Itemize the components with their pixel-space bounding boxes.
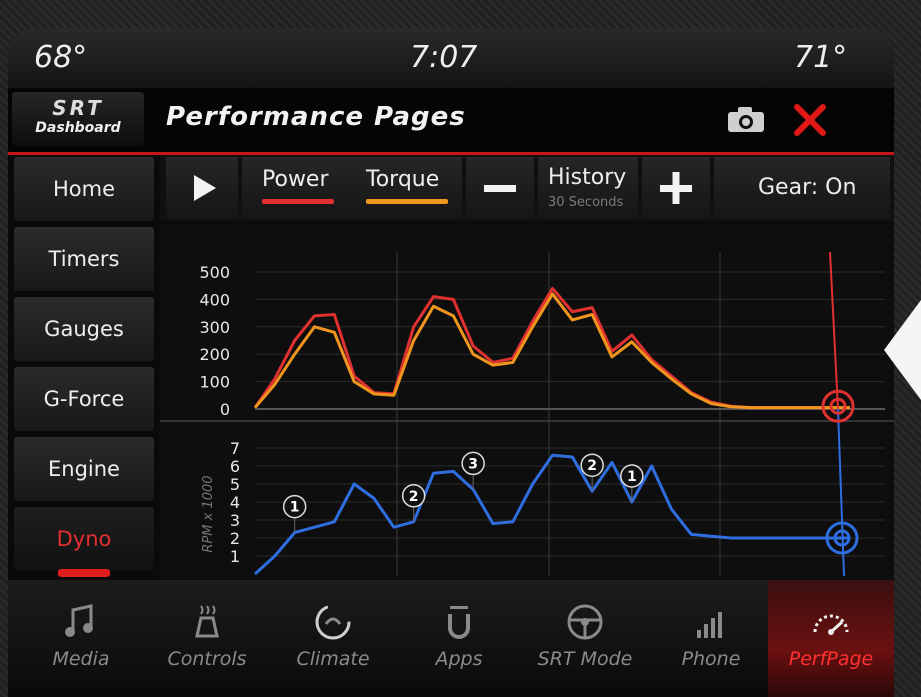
cursor-handle-rpm-outer	[825, 521, 859, 555]
rpm-tick-label: 1	[230, 547, 240, 566]
gear-marker-label: 1	[627, 469, 637, 485]
rpm-tick-label: 7	[230, 439, 240, 458]
history-label: History	[548, 165, 627, 190]
gear-marker-label: 3	[468, 456, 478, 472]
logo-dashboard: Dashboard	[35, 120, 121, 136]
steering-wheel-icon	[567, 604, 603, 640]
dock-apps-label: Apps	[435, 648, 483, 670]
dock-perfpage[interactable]: PerfPage	[768, 580, 894, 697]
logo-srt: SRT	[52, 96, 104, 120]
rpm-tick-label: 3	[230, 511, 240, 530]
outside-temp-right: 71°	[794, 40, 848, 75]
rpm-series-line	[253, 453, 850, 576]
play-button[interactable]	[166, 157, 238, 219]
play-icon	[194, 175, 216, 201]
sidebar-item-gauges[interactable]: Gauges	[14, 297, 154, 361]
power-tick-label: 200	[199, 345, 230, 364]
dock-srt-mode[interactable]: SRT Mode	[522, 580, 648, 697]
gear-marker-label: 2	[409, 489, 419, 505]
series-legend: Power Torque	[242, 157, 462, 219]
gear-marker	[282, 494, 307, 519]
srt-dashboard-logo[interactable]: SRT Dashboard	[12, 92, 144, 146]
dock-climate-label: Climate	[296, 648, 370, 670]
dock-controls-label: Controls	[167, 648, 247, 670]
music-note-icon	[65, 604, 93, 637]
dyno-chart: 500 400 300 200 100 0 7 6 5 4 3 2 1 RPM x 1000 1 2 3 2 1	[160, 224, 894, 579]
zoom-in-button[interactable]	[642, 157, 710, 219]
cursor-handle-rpm-inner	[833, 529, 851, 547]
plus-icon	[660, 172, 692, 204]
sidebar-item-engine[interactable]: Engine	[14, 437, 154, 501]
dock-media[interactable]: Media	[18, 580, 144, 697]
gear-marker	[461, 451, 485, 476]
next-page-arrow[interactable]	[884, 300, 921, 400]
power-tick-label: 500	[199, 263, 230, 282]
bottom-dock: Media Controls Climate Apps	[8, 580, 894, 697]
gear-toggle-label: Gear: On	[758, 175, 857, 200]
cursor-handle-power-inner	[829, 397, 847, 415]
camera-icon[interactable]	[726, 106, 766, 134]
dock-phone-label: Phone	[681, 648, 741, 670]
rpm-tick-label: 2	[230, 529, 240, 548]
dock-srt-mode-label: SRT Mode	[537, 648, 633, 670]
gauge-icon	[813, 614, 849, 635]
gear-marker	[401, 484, 426, 508]
chart-controls: Power Torque History 30 Seconds Gear: On	[160, 155, 894, 221]
zoom-out-button[interactable]	[466, 157, 534, 219]
dock-phone[interactable]: Phone	[648, 580, 774, 697]
history-duration: 30 Seconds	[548, 195, 624, 210]
title-bar: SRT Dashboard Performance Pages	[8, 88, 894, 155]
power-tick-label: 300	[199, 318, 230, 337]
power-series-line	[253, 286, 850, 410]
legend-torque-label[interactable]: Torque	[366, 167, 440, 192]
gear-marker	[620, 464, 644, 488]
apps-icon	[448, 606, 470, 639]
close-icon[interactable]	[792, 102, 828, 138]
cursor-line-power	[829, 251, 839, 410]
sidebar-item-g-force[interactable]: G-Force	[14, 367, 154, 431]
torque-series-line	[253, 292, 850, 410]
dock-media-label: Media	[52, 648, 110, 670]
clock: 7:07	[410, 40, 478, 75]
sidebar-item-dyno-label: Dyno	[56, 527, 112, 551]
gear-toggle[interactable]: Gear: On	[714, 157, 890, 219]
climate-icon	[315, 604, 351, 640]
gear-marker	[580, 453, 604, 477]
dock-apps[interactable]: Apps	[396, 580, 522, 697]
gear-marker-label: 2	[587, 458, 597, 474]
rpm-tick-label: 5	[230, 475, 240, 494]
gear-marker-label: 1	[290, 500, 300, 516]
active-indicator	[58, 569, 110, 577]
dock-controls[interactable]: Controls	[144, 580, 270, 697]
rpm-tick-label: 4	[230, 493, 240, 512]
signal-bars-icon	[697, 612, 722, 638]
status-bar: 68° 7:07 71°	[8, 28, 894, 88]
minus-icon	[484, 185, 516, 192]
cursor-line-rpm	[837, 408, 845, 577]
sidebar-item-timers[interactable]: Timers	[14, 227, 154, 291]
dock-climate[interactable]: Climate	[270, 580, 396, 697]
legend-power-label[interactable]: Power	[262, 167, 329, 192]
rpm-tick-label: 6	[230, 457, 240, 476]
power-tick-label: 0	[220, 400, 230, 419]
history-readout: History 30 Seconds	[538, 157, 638, 219]
outside-temp-left: 68°	[34, 40, 88, 75]
legend-power-swatch	[262, 199, 334, 204]
power-tick-label: 400	[199, 290, 230, 309]
sidebar: Home Timers Gauges G-Force Engine Dyno	[8, 155, 158, 580]
page-title: Performance Pages	[166, 102, 466, 132]
seat-heater-icon	[195, 605, 219, 638]
rpm-axis-label: RPM x 1000	[201, 475, 216, 552]
sidebar-item-home[interactable]: Home	[14, 157, 154, 221]
sidebar-item-dyno[interactable]: Dyno	[14, 507, 154, 577]
legend-torque-swatch	[366, 199, 448, 204]
power-tick-label: 100	[199, 373, 230, 392]
cursor-handle-power-outer	[821, 389, 855, 423]
screen: 68° 7:07 71° SRT Dashboard Performance P…	[8, 28, 894, 697]
dock-perfpage-label: PerfPage	[788, 648, 874, 670]
